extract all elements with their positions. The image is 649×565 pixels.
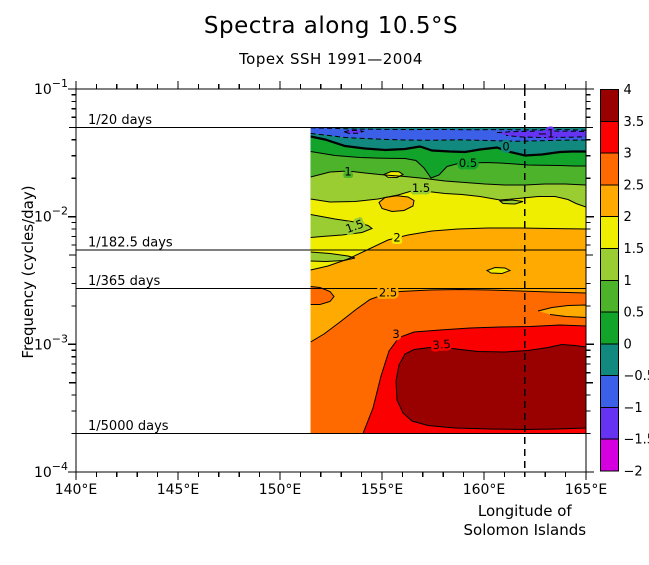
colorbar-tick-label: 3.5	[624, 115, 645, 130]
island-darkred-core	[396, 345, 586, 430]
colorbar-cell-dkred	[601, 90, 619, 122]
y-tick-label: 10−3	[34, 332, 68, 353]
ref-line-label: 1/5000 days	[88, 419, 169, 434]
colorbar-cell-magenta	[601, 439, 619, 471]
x-tick-label: 150°E	[259, 482, 302, 498]
colorbar-tick-label: 2.5	[624, 178, 645, 193]
y-tick-label: 10−2	[34, 205, 68, 226]
colorbar: 4 3.5 3 2.5 2 1.5 1 0.5 0 −0.5 −1 −1.5 −2	[601, 83, 649, 480]
plot-subtitle: Topex SSH 1991—2004	[238, 50, 423, 68]
colorbar-tick-label: 1.5	[624, 242, 645, 257]
x-tick-label: 160°E	[463, 482, 506, 498]
contour-label-1.5: 1.5	[412, 181, 430, 195]
colorbar-cell-red	[601, 121, 619, 153]
contour-label-0.5: 0.5	[459, 156, 477, 170]
colorbar-tick-label: 3	[624, 147, 632, 162]
contour-label-2.5: 2.5	[379, 286, 397, 300]
x-tick-label: 165°E	[565, 482, 608, 498]
x-tick-label: 140°E	[55, 482, 98, 498]
colorbar-tick-label: 2	[624, 210, 632, 225]
ref-line-label: 1/20 days	[88, 113, 152, 128]
colorbar-tick-label: 0	[624, 337, 632, 352]
y-axis-label: Frequency (cycles/day)	[19, 185, 37, 358]
plot-title: Spectra along 10.5°S	[204, 13, 458, 39]
colorbar-tick-label: 1	[624, 274, 632, 289]
ref-line-label: 1/182.5 days	[88, 236, 173, 251]
x-tick-label: 155°E	[361, 482, 404, 498]
ref-line-label: 1/365 days	[88, 274, 161, 289]
colorbar-tick-label: −1	[624, 401, 643, 416]
y-tick-label: 10−1	[34, 77, 68, 98]
colorbar-tick-label: −1.5	[624, 433, 649, 448]
colorbar-cell-blue	[601, 376, 619, 408]
contour-label-0: 0	[502, 140, 509, 154]
colorbar-tick-label: 4	[624, 83, 632, 98]
colorbar-cell-green	[601, 280, 619, 312]
contour-label--1: −1	[538, 127, 555, 141]
contour-label-3: 3	[392, 327, 399, 341]
colorbar-tick-label: 0.5	[624, 306, 645, 321]
contour-label-3.5: 3.5	[432, 337, 451, 353]
colorbar-cell-amber	[601, 185, 619, 217]
colorbar-cell-ygreen	[601, 248, 619, 280]
contour-label-2: 2	[393, 231, 400, 245]
colorbar-tick-label: −0.5	[624, 369, 649, 384]
y-tick-label: 10−4	[34, 460, 68, 481]
colorbar-cell-violet	[601, 407, 619, 439]
contour-label-1: 1	[344, 164, 351, 178]
marker-caption-line: Solomon Islands	[464, 521, 587, 539]
x-tick-label: 145°E	[157, 482, 200, 498]
colorbar-tick-label: −2	[624, 465, 643, 480]
colorbar-cell-dkgreen	[601, 312, 619, 344]
colorbar-cell-yellow	[601, 217, 619, 249]
marker-caption-line: Longitude of	[478, 502, 573, 520]
colorbar-cell-teal	[601, 344, 619, 376]
colorbar-cell-dorange	[601, 153, 619, 185]
